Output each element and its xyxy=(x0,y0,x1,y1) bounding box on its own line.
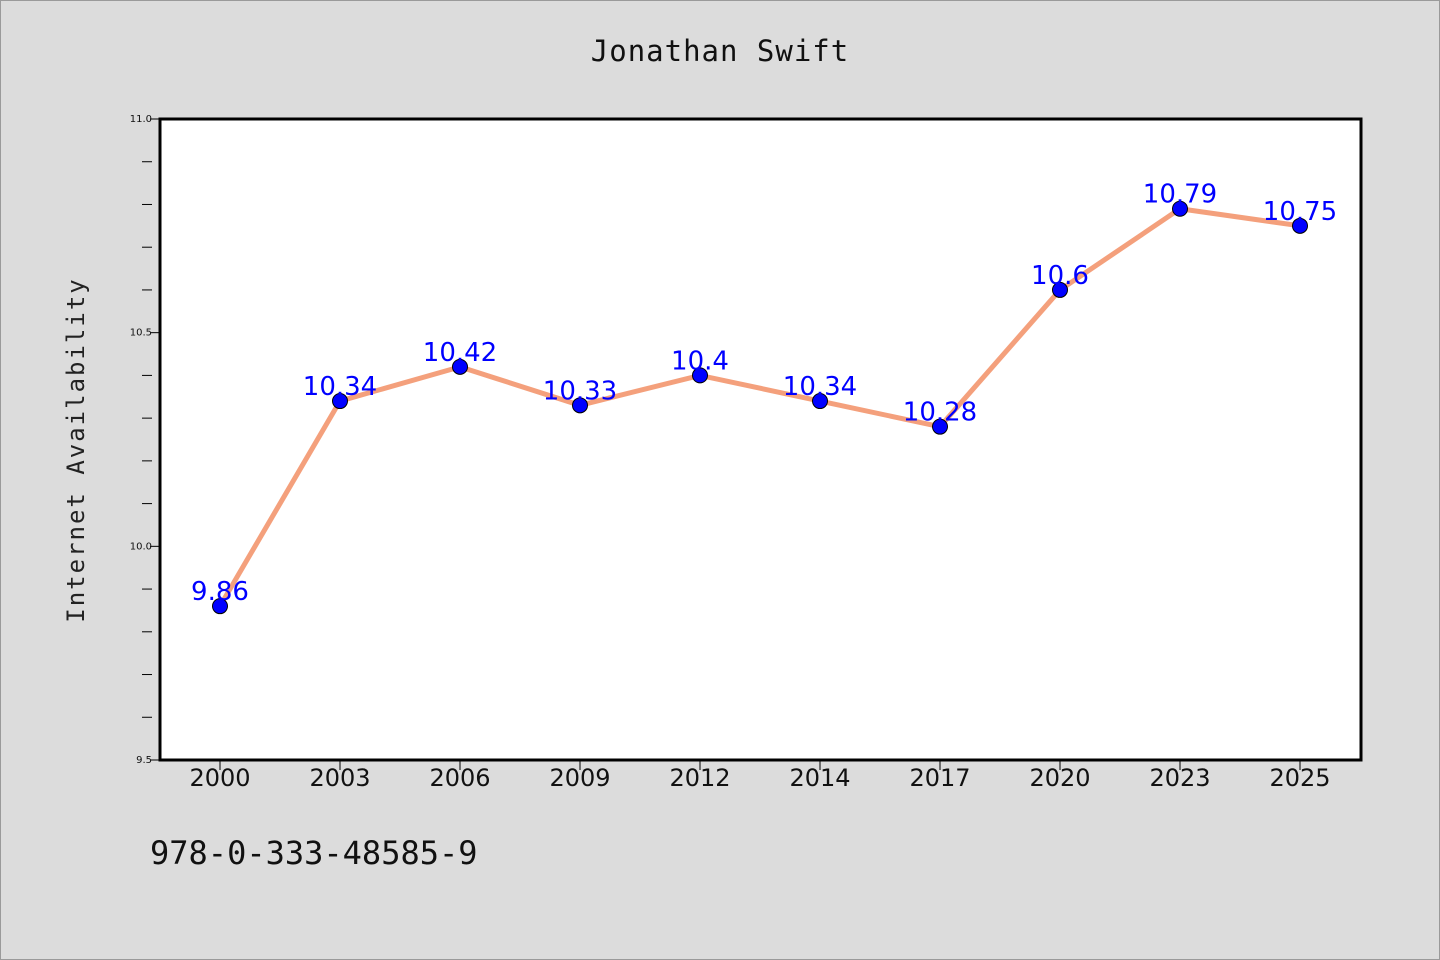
data-label: 10.34 xyxy=(303,372,377,402)
x-tick-label: 2000 xyxy=(189,764,250,792)
x-tick-label: 2023 xyxy=(1149,764,1210,792)
data-point xyxy=(1172,200,1188,217)
data-label: 9.86 xyxy=(191,577,249,607)
data-label: 10.6 xyxy=(1031,261,1089,291)
data-point xyxy=(572,397,588,414)
data-point xyxy=(932,418,948,435)
data-point xyxy=(452,358,468,375)
y-tick-label: 11.0 xyxy=(130,114,152,125)
data-label: 10.34 xyxy=(783,372,857,402)
x-tick-label: 2006 xyxy=(429,764,490,792)
data-label: 10.33 xyxy=(543,376,617,406)
data-point xyxy=(212,598,228,615)
data-point xyxy=(1052,281,1068,298)
x-tick-label: 2014 xyxy=(789,764,850,792)
y-tick-label: 10.0 xyxy=(130,541,152,552)
data-point xyxy=(1292,217,1308,234)
plot-area xyxy=(158,117,1363,762)
x-tick-label: 2017 xyxy=(909,764,970,792)
isbn-code: 978-0-333-48585-9 xyxy=(150,834,478,872)
y-tick-label: 9.5 xyxy=(136,755,152,766)
data-point xyxy=(812,393,828,410)
series-line xyxy=(217,206,1301,608)
x-tick-label: 2025 xyxy=(1269,764,1330,792)
data-label: 10.4 xyxy=(671,346,729,376)
chart-title: Jonathan Swift xyxy=(590,34,850,68)
data-label: 10.79 xyxy=(1143,180,1217,210)
data-point xyxy=(692,367,708,384)
data-point xyxy=(332,393,348,410)
x-tick-label: 2012 xyxy=(669,764,730,792)
x-tick-label: 2020 xyxy=(1029,764,1090,792)
data-label: 10.28 xyxy=(903,398,977,428)
data-label: 10.75 xyxy=(1263,197,1337,227)
x-tick-label: 2003 xyxy=(309,764,370,792)
x-tick-label: 2009 xyxy=(549,764,610,792)
y-tick-label: 10.5 xyxy=(130,328,152,339)
data-label: 10.42 xyxy=(423,338,497,368)
